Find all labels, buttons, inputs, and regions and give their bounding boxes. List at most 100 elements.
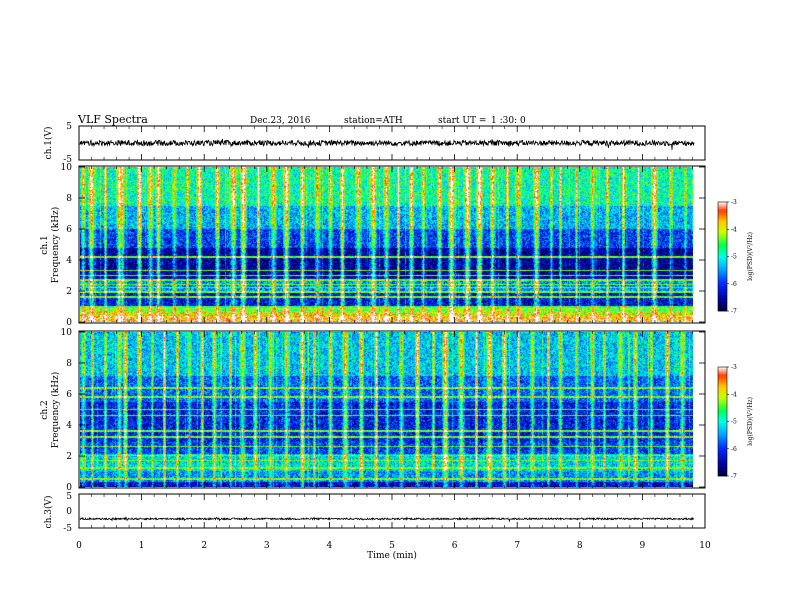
colorbar-tick-label: -6 bbox=[731, 446, 737, 453]
colorbar-segment bbox=[718, 383, 727, 386]
colorbar-segment bbox=[718, 216, 727, 219]
colorbar-segment bbox=[718, 294, 727, 297]
colorbar-segment bbox=[718, 421, 727, 424]
colorbar-segment bbox=[718, 300, 727, 303]
colorbar-segment bbox=[718, 247, 727, 250]
colorbar-segment bbox=[718, 474, 727, 477]
colorbar-segment bbox=[718, 305, 727, 308]
colorbar-segment bbox=[718, 227, 727, 230]
colorbar-segment bbox=[718, 445, 727, 448]
colorbar-segment bbox=[718, 214, 727, 217]
colorbar-segment bbox=[718, 254, 727, 257]
date-label: Dec.23, 2016 bbox=[250, 116, 311, 126]
colorbar-segment bbox=[718, 292, 727, 295]
colorbar-segment bbox=[718, 263, 727, 266]
colorbar-tick-label: -3 bbox=[731, 364, 737, 371]
freq-tick-label: 0 bbox=[66, 483, 72, 493]
colorbar-segment bbox=[718, 205, 727, 208]
colorbar-tick-label: -4 bbox=[731, 391, 737, 398]
colorbar-segment bbox=[718, 280, 727, 283]
colorbar-segment bbox=[718, 367, 727, 370]
ch1-spectrogram-image bbox=[80, 167, 693, 322]
colorbar-segment bbox=[718, 472, 727, 475]
freq-tick-label: 10 bbox=[61, 328, 73, 338]
time-tick-label: 6 bbox=[452, 541, 458, 551]
ch1-waveform-trace bbox=[79, 138, 695, 150]
colorbar-segment bbox=[718, 428, 727, 431]
colorbar-segment bbox=[718, 287, 727, 290]
time-tick-label: 8 bbox=[577, 541, 583, 551]
colorbar-segment bbox=[718, 285, 727, 288]
time-axis-label: Time (min) bbox=[367, 550, 417, 561]
colorbar-segment bbox=[718, 376, 727, 379]
colorbar-segment bbox=[718, 397, 727, 400]
colorbar-tick-label: -6 bbox=[731, 281, 737, 288]
ch1-colorbar: -3 -4 -5 -6 -7 log(PSD)(V²/Hz) bbox=[717, 199, 754, 315]
colorbar-label: log(PSD)(V²/Hz) bbox=[747, 397, 754, 446]
ch2-spectrogram-yticks: 0 2 4 6 8 10 bbox=[61, 328, 705, 493]
colorbar-segment bbox=[718, 203, 727, 206]
colorbar-segment bbox=[718, 307, 727, 310]
colorbar-segment bbox=[718, 218, 727, 221]
colorbar-segment bbox=[718, 298, 727, 301]
colorbar-segment bbox=[718, 436, 727, 439]
colorbar-segment bbox=[718, 269, 727, 272]
colorbar-segment bbox=[718, 301, 727, 305]
colorbar-segment bbox=[718, 289, 727, 292]
colorbar-segment bbox=[718, 267, 727, 270]
ch3-ytick-mid: 0 bbox=[66, 507, 72, 517]
colorbar-segment bbox=[718, 249, 727, 252]
colorbar-segment bbox=[718, 416, 727, 419]
colorbar-segment bbox=[718, 236, 727, 239]
ch3-waveform-ylabel: ch.3(V) bbox=[43, 496, 54, 529]
colorbar-segment bbox=[718, 394, 727, 397]
colorbar-segment bbox=[718, 256, 727, 259]
colorbar-segment bbox=[718, 381, 727, 384]
waveform-line bbox=[79, 516, 695, 523]
colorbar-segment bbox=[718, 220, 727, 223]
colorbar-segment bbox=[718, 271, 727, 274]
freq-tick-label: 10 bbox=[61, 163, 73, 173]
ch1-channel-label: ch.1 bbox=[40, 235, 50, 254]
start-ut-label: start UT = bbox=[438, 116, 486, 126]
time-tick-label: 9 bbox=[640, 541, 646, 551]
colorbar-segment bbox=[718, 225, 727, 228]
ch2-channel-label: ch.2 bbox=[40, 400, 50, 419]
colorbar-segment bbox=[718, 241, 727, 245]
colorbar-segment bbox=[718, 377, 727, 381]
colorbar-segment bbox=[718, 231, 727, 234]
ch1-frequency-ylabel: Frequency (kHz) bbox=[50, 207, 61, 284]
ch2-spectrogram-panel: 0 2 4 6 8 10 ch.2 Frequency (kHz) bbox=[40, 328, 706, 493]
ch1-ytick-top: 5 bbox=[66, 122, 72, 132]
ch1-spectrogram-yticks: 0 2 4 6 8 10 bbox=[61, 163, 705, 328]
ch3-waveform-panel: 5 0 -5 ch.3(V) bbox=[43, 492, 706, 534]
colorbar-segment bbox=[718, 430, 727, 433]
ch1-waveform-panel: 5 -5 ch.1(V) bbox=[43, 122, 706, 165]
colorbar-segment bbox=[718, 465, 727, 468]
colorbar-tick-label: -4 bbox=[731, 226, 737, 233]
colorbar-segment bbox=[718, 441, 727, 444]
station-label: station=ATH bbox=[344, 116, 403, 126]
freq-tick-label: 2 bbox=[66, 287, 72, 297]
colorbar-segment bbox=[718, 417, 727, 420]
ch3-ytick-top: 5 bbox=[66, 492, 72, 502]
colorbar-segment bbox=[718, 466, 727, 470]
colorbar-segment bbox=[718, 414, 727, 417]
colorbar-segment bbox=[718, 232, 727, 235]
freq-tick-label: 4 bbox=[66, 421, 72, 431]
colorbar-segment bbox=[718, 303, 727, 306]
colorbar-segment bbox=[718, 452, 727, 455]
time-tick-label: 3 bbox=[264, 541, 270, 551]
colorbar-segment bbox=[718, 403, 727, 406]
time-tick-label: 1 bbox=[139, 541, 145, 551]
colorbar-segment bbox=[718, 240, 727, 243]
ch1-ytick-bottom: -5 bbox=[63, 155, 72, 165]
colorbar-segment bbox=[718, 432, 727, 435]
ch2-frequency-ylabel: Frequency (kHz) bbox=[50, 372, 61, 449]
colorbar-segment bbox=[718, 276, 727, 279]
colorbar-segment bbox=[718, 265, 727, 268]
colorbar-segment bbox=[718, 401, 727, 404]
colorbar-segment bbox=[718, 260, 727, 263]
time-axis-ticks: 0 1 2 3 4 5 6 7 8 9 10 bbox=[76, 126, 711, 551]
